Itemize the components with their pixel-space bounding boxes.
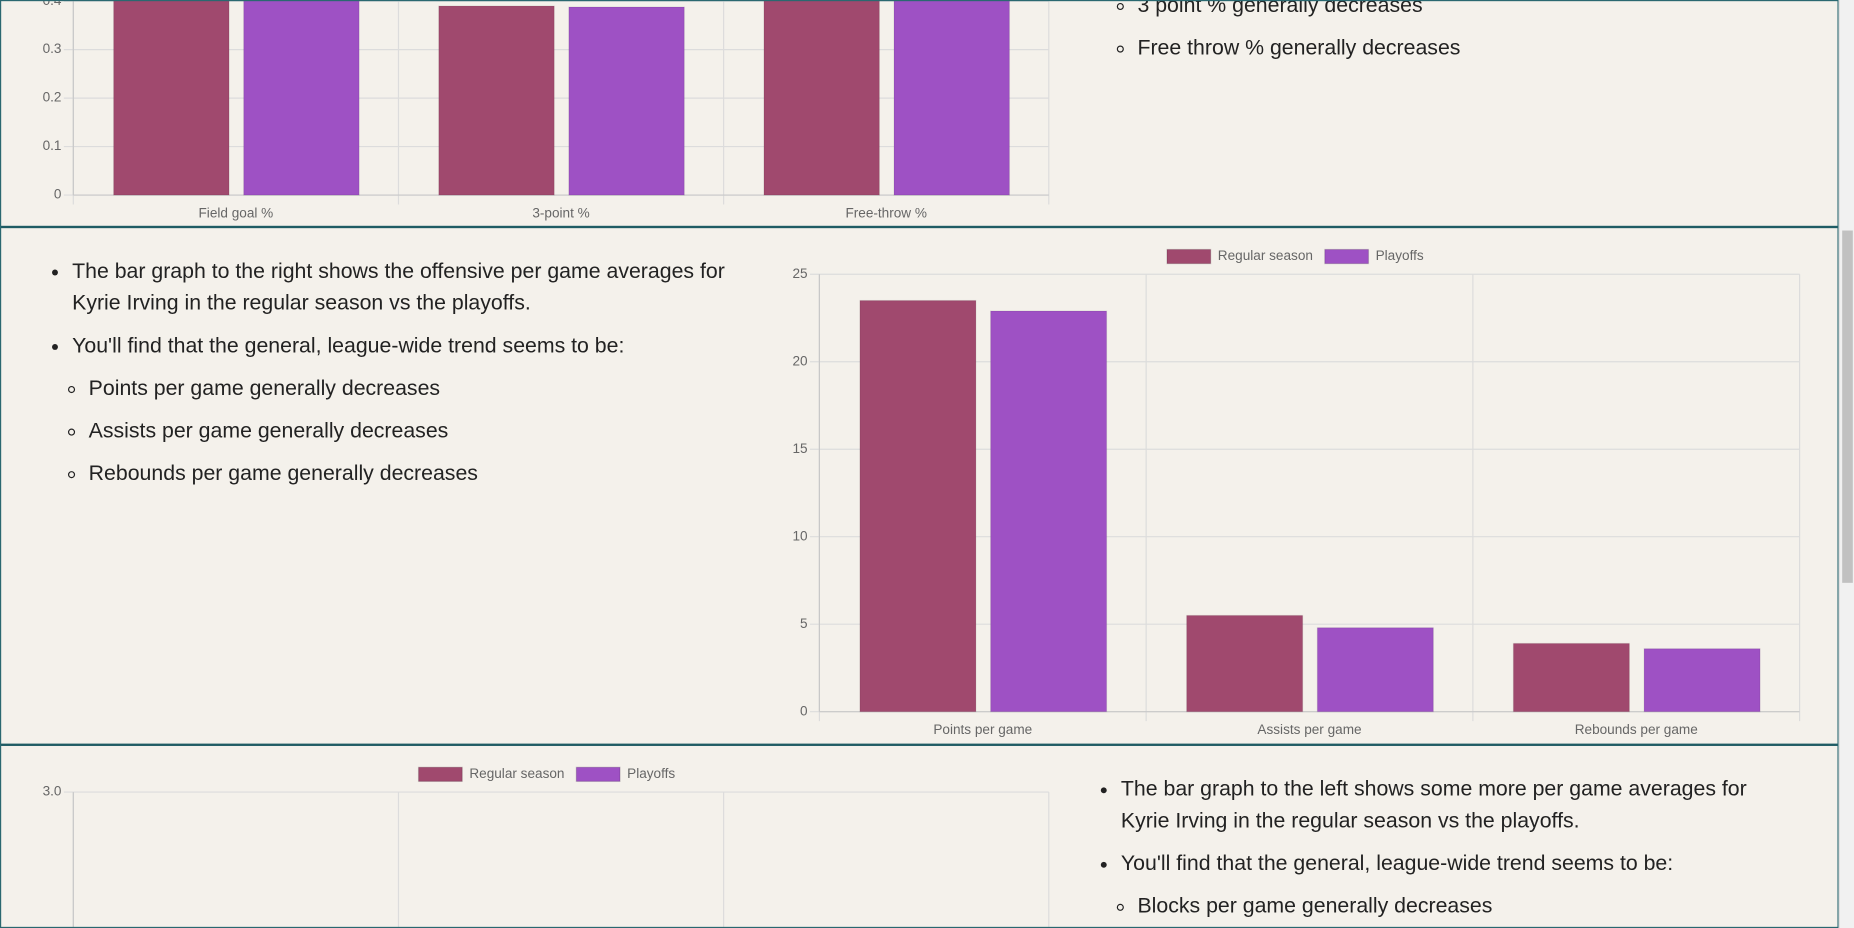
bar: [438, 5, 555, 196]
y-tick-label: 25: [792, 266, 807, 281]
x-tick-label: Field goal %: [199, 206, 274, 221]
y-tick-label: 0: [800, 703, 808, 718]
bar: [1186, 614, 1304, 713]
chart: 0 5 10 15 20 25 Points per game Assists per gam…: [792, 248, 1801, 737]
x-tick-label: Points per game: [933, 722, 1032, 737]
bullet-list: 3 point % generally decreases Free throw …: [1049, 0, 1806, 64]
bar: [113, 0, 230, 196]
y-tick-label: 3.0: [43, 784, 62, 799]
bar: [243, 0, 360, 196]
bullet-item: The bar graph to the left shows some mor…: [1121, 773, 1782, 837]
bullet-item: Rebounds per game generally decreases: [89, 458, 757, 490]
text-block: 3 point % generally decreases Free throw …: [1049, 0, 1806, 74]
bar: [1512, 642, 1630, 713]
x-tick-label: 3-point %: [532, 206, 589, 221]
legend-swatch: [1324, 248, 1370, 265]
bar: [893, 0, 1011, 196]
bullet-list: Blocks per game generally decreases: [1049, 890, 1782, 922]
y-tick-label: 5: [800, 616, 808, 631]
x-tick-label: Rebounds per game: [1575, 722, 1698, 737]
y-tick-label: 0.1: [43, 138, 62, 153]
y-tick-label: 0.2: [43, 90, 62, 105]
text-block: The bar graph to the left shows some mor…: [1049, 773, 1782, 928]
bar: [859, 299, 977, 713]
legend-label: Playoffs: [627, 766, 675, 781]
bullet-list: The bar graph to the left shows some mor…: [1049, 773, 1782, 879]
bullet-list: Points per game generally decreases Assis…: [0, 372, 757, 489]
y-tick-label: 20: [792, 353, 808, 368]
y-tick-label: 10: [792, 528, 808, 543]
y-tick-label: 0.4: [43, 0, 62, 8]
bullet-item: The bar graph to the right shows the off…: [72, 255, 757, 319]
chart: 00.10.20.30.40.50.60.70.80.9Field goal %…: [43, 0, 1050, 221]
bullet-item: Points per game generally decreases: [89, 372, 757, 404]
section-divider: [0, 225, 1839, 229]
bullet-item: You'll find that the general, league-wid…: [1121, 848, 1782, 880]
legend-label: Playoffs: [1376, 248, 1424, 263]
x-tick-label: Assists per game: [1257, 722, 1361, 737]
legend-label: Regular season: [1218, 248, 1313, 263]
legend-swatch: [1166, 248, 1212, 265]
bullet-item: Blocks per game generally decreases: [1137, 890, 1781, 922]
y-tick-label: 15: [792, 441, 807, 456]
legend-label: Regular season: [469, 766, 564, 781]
y-tick-label: 0: [54, 187, 62, 202]
legend-swatch: [575, 766, 621, 783]
bar: [990, 310, 1108, 713]
bullet-item: 3 point % generally decreases: [1137, 0, 1805, 21]
bar: [1643, 648, 1761, 713]
bar: [1316, 627, 1434, 713]
scrollbar-thumb[interactable]: [1842, 230, 1853, 583]
bullet-item: You'll find that the general, league-wid…: [72, 330, 757, 362]
bar: [568, 6, 685, 196]
bullet-item: Free throw % generally decreases: [1137, 32, 1805, 64]
bullet-list: The bar graph to the right shows the off…: [0, 255, 757, 361]
y-tick-label: 0.3: [43, 41, 62, 56]
legend: Regular season Playoffs: [1166, 248, 1424, 265]
bar: [763, 0, 880, 196]
bullet-item: Assists per game generally decreases: [89, 415, 757, 447]
legend: Regular season Playoffs: [417, 766, 675, 783]
scrollbar[interactable]: [1838, 0, 1854, 928]
x-tick-label: Free-throw %: [845, 206, 927, 221]
text-block: The bar graph to the right shows the off…: [0, 255, 757, 500]
section-divider: [0, 743, 1839, 746]
legend-swatch: [417, 766, 463, 783]
